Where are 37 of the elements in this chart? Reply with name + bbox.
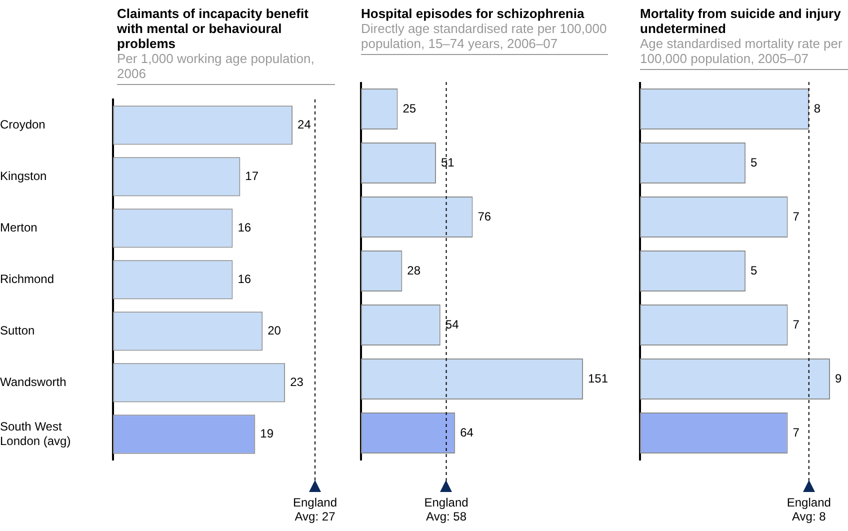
chart-title: Claimants of incapacity benefit with mental or behavioural problems bbox=[117, 6, 310, 51]
data-label: 24 bbox=[298, 117, 312, 132]
chart-subtitle: Per 1,000 working age population, 2006 bbox=[117, 51, 316, 81]
data-label: 17 bbox=[245, 168, 259, 183]
data-label: 5 bbox=[750, 155, 758, 170]
chart-subtitle: Age standardised mortality rate per 100,000 population, 2005–07 bbox=[640, 36, 844, 66]
data-label: 8 bbox=[814, 101, 821, 116]
y-tick-label: Richmond bbox=[0, 272, 54, 286]
data-label: 19 bbox=[260, 426, 274, 441]
data-label: 20 bbox=[268, 324, 282, 338]
ref-line-label: England Avg: 27 bbox=[292, 495, 338, 524]
ref-line-label: England Avg: 58 bbox=[424, 495, 468, 524]
data-label: 151 bbox=[588, 371, 608, 386]
data-label: 76 bbox=[478, 209, 492, 224]
data-label: 54 bbox=[445, 317, 460, 332]
y-tick-label: Wandsworth bbox=[0, 375, 66, 390]
data-label: 7 bbox=[792, 209, 800, 224]
data-label: 25 bbox=[402, 101, 416, 116]
chart-title: Hospital episodes for schizophrenia bbox=[361, 6, 586, 21]
data-label: 9 bbox=[835, 371, 842, 386]
data-label: 64 bbox=[460, 425, 474, 440]
y-tick-label: Kingston bbox=[0, 168, 47, 183]
data-label: 5 bbox=[750, 263, 758, 278]
y-tick-label: Merton bbox=[0, 220, 38, 234]
ref-line-label: England Avg: 8 bbox=[786, 495, 831, 524]
y-tick-label: South West London (avg) bbox=[0, 419, 71, 448]
y-tick-label: Croydon bbox=[0, 117, 46, 132]
chart-subtitle: Directly age standardised rate per 100,000 population, 15–74 years, 2006–07 bbox=[361, 21, 608, 51]
data-label: 23 bbox=[290, 375, 304, 390]
data-label: 51 bbox=[440, 155, 455, 170]
y-tick-label: Sutton bbox=[0, 324, 35, 338]
data-label: 16 bbox=[238, 220, 252, 234]
data-label: 7 bbox=[792, 425, 800, 440]
data-label: 16 bbox=[238, 272, 252, 286]
data-label: 28 bbox=[407, 263, 421, 278]
chart-title: Mortality from suicide and injury undetermined bbox=[640, 6, 842, 36]
data-label: 7 bbox=[792, 317, 800, 332]
